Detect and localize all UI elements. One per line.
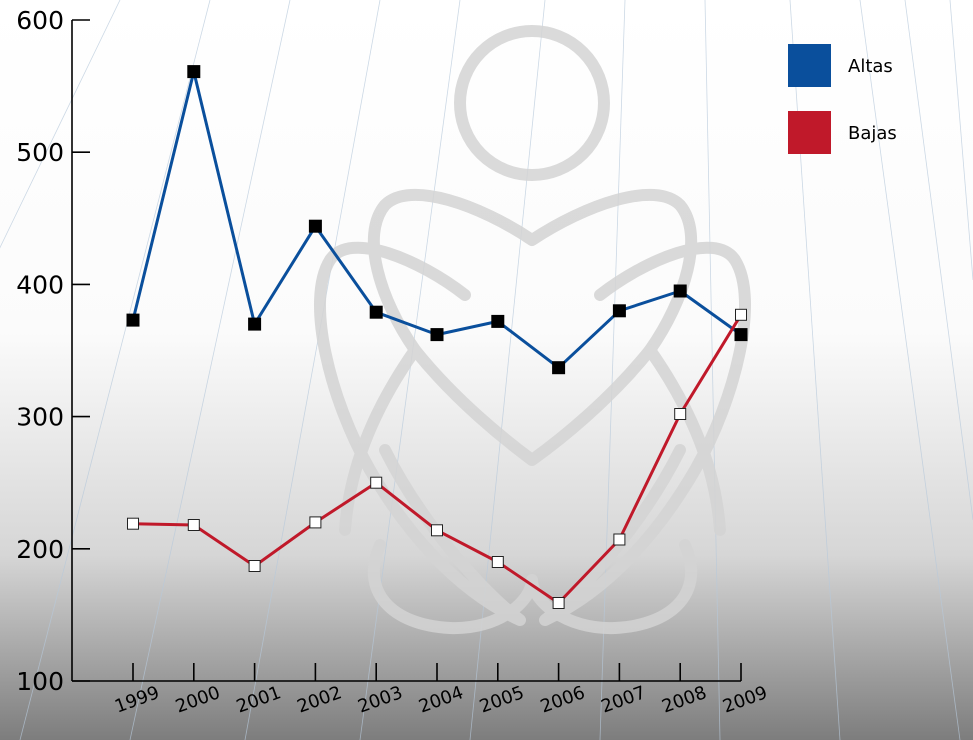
legend-label-altas: Altas (848, 56, 893, 77)
y-tick-label: 600 (16, 6, 64, 35)
data-point-bajas (187, 519, 200, 531)
series-bajas (127, 308, 747, 609)
background-ray (949, 0, 973, 281)
data-point-altas (369, 305, 383, 319)
series-altas (126, 65, 748, 375)
data-point-altas (673, 284, 687, 298)
data-point-altas (612, 304, 626, 318)
data-point-altas (248, 317, 262, 331)
data-point-altas (491, 314, 505, 328)
background-ray (359, 0, 461, 740)
background-ray (244, 0, 381, 740)
background-ray (0, 0, 121, 249)
background-ray (129, 0, 291, 740)
data-point-altas (734, 328, 748, 342)
data-point-bajas (431, 524, 443, 537)
data-point-bajas (370, 476, 383, 489)
data-point-bajas (674, 408, 687, 420)
background-ray (904, 0, 973, 521)
data-point-bajas (613, 533, 626, 546)
person-heart-watermark (314, 25, 751, 635)
background-ray (599, 0, 626, 740)
y-tick-label: 500 (16, 138, 64, 167)
data-point-altas (430, 328, 444, 342)
legend: Altas Bajas (788, 44, 897, 154)
background-ray (469, 0, 546, 740)
data-point-altas (552, 361, 566, 375)
data-point-altas (187, 65, 201, 79)
background-ray (19, 0, 211, 740)
background-ray (704, 0, 721, 740)
series-layer (126, 65, 748, 609)
data-point-bajas (127, 517, 139, 530)
y-tick-label: 400 (16, 270, 64, 299)
y-tick-label: 200 (16, 535, 64, 564)
data-point-altas (126, 313, 140, 327)
y-tick-label: 300 (16, 403, 64, 432)
data-point-bajas (735, 308, 747, 321)
y-tick-label: 100 (16, 667, 64, 696)
legend-label-bajas: Bajas (848, 123, 897, 144)
data-point-bajas (309, 516, 322, 529)
data-point-bajas (248, 560, 261, 572)
data-point-bajas (491, 556, 504, 568)
data-point-altas (308, 219, 322, 233)
background-ray (859, 0, 961, 740)
legend-swatch-altas (788, 44, 831, 87)
data-point-bajas (552, 597, 565, 609)
legend-swatch-bajas (788, 111, 831, 154)
